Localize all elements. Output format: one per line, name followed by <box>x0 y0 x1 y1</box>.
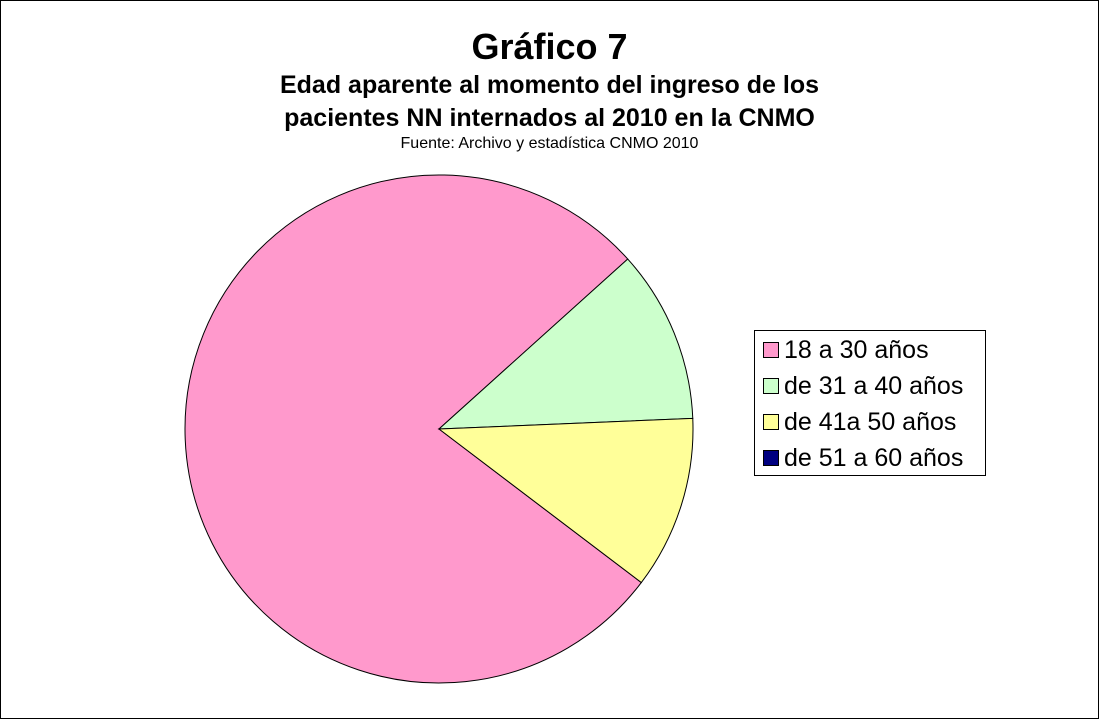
chart-subtitle-line1: Edad aparente al momento del ingreso de … <box>279 71 819 99</box>
legend-label: 18 a 30 años <box>784 335 929 364</box>
pie-slice-2 <box>437 417 694 584</box>
legend-swatch <box>763 378 779 394</box>
chart-source: Fuente: Archivo y estadística CNMO 2010 <box>400 135 699 152</box>
pie-slices <box>184 174 694 684</box>
pie-slice-0 <box>184 174 643 684</box>
chart-title: Gráfico 7 <box>471 26 628 67</box>
pie-slice-1 <box>437 258 694 430</box>
legend-item-51-60: de 51 a 60 años <box>763 440 963 476</box>
legend-label: de 51 a 60 años <box>784 443 964 472</box>
legend-item-18-30: 18 a 30 años <box>763 332 929 368</box>
legend-swatch <box>763 342 779 358</box>
legend-item-41-50: de 41a 50 años <box>763 404 956 440</box>
chart-legend: 18 a 30 años de 31 a 40 años de 41a 50 a… <box>754 330 986 476</box>
legend-label: de 41a 50 años <box>784 407 957 436</box>
legend-label: de 31 a 40 años <box>784 371 964 400</box>
legend-swatch <box>763 414 779 430</box>
chart-subtitle-line2: pacientes NN internados al 2010 en la CN… <box>284 104 815 132</box>
legend-swatch <box>763 450 779 466</box>
legend-item-31-40: de 31 a 40 años <box>763 368 963 404</box>
